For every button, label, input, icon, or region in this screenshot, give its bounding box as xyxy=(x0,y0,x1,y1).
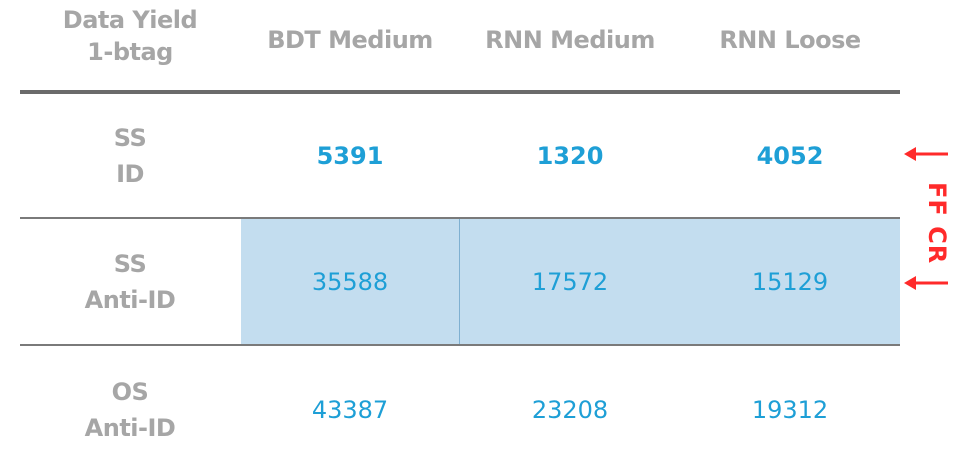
table-cell: 5391 xyxy=(316,142,384,170)
highlight-column-separator xyxy=(459,219,460,344)
table-cell: 1320 xyxy=(536,142,604,170)
table-cell: 35588 xyxy=(311,268,389,296)
row-label-line2: ID xyxy=(116,160,144,188)
table-cell: 43387 xyxy=(311,396,389,424)
table-cell: 23208 xyxy=(531,396,609,424)
table-cell: 17572 xyxy=(531,268,609,296)
column-header-rnn-loose: RNN Loose xyxy=(719,26,861,54)
row-label-os-anti-id: OS Anti-ID xyxy=(20,374,240,446)
row-label-line2: Anti-ID xyxy=(84,414,176,442)
row-label-line1: SS xyxy=(113,124,147,152)
left-arrow-icon xyxy=(904,276,948,290)
table-cell: 4052 xyxy=(756,142,824,170)
ff-cr-label: FF CR xyxy=(923,182,951,265)
row-label-line2: Anti-ID xyxy=(84,286,176,314)
left-arrow-icon xyxy=(904,147,948,161)
row-label-line1: OS xyxy=(111,378,149,406)
corner-header: Data Yield 1-btag xyxy=(20,4,240,68)
row-divider xyxy=(20,344,900,346)
row-divider xyxy=(20,217,900,219)
row-label-ss-anti-id: SS Anti-ID xyxy=(20,246,240,318)
table-cell: 19312 xyxy=(751,396,829,424)
column-header-bdt-medium: BDT Medium xyxy=(267,26,433,54)
table-cell: 15129 xyxy=(751,268,829,296)
row-label-line1: SS xyxy=(113,250,147,278)
header-divider xyxy=(20,90,900,94)
row-label-ss-id: SS ID xyxy=(20,120,240,192)
column-header-rnn-medium: RNN Medium xyxy=(485,26,655,54)
corner-header-line2: 1-btag xyxy=(87,38,173,66)
highlighted-row-background xyxy=(241,219,900,344)
corner-header-line1: Data Yield xyxy=(62,6,198,34)
